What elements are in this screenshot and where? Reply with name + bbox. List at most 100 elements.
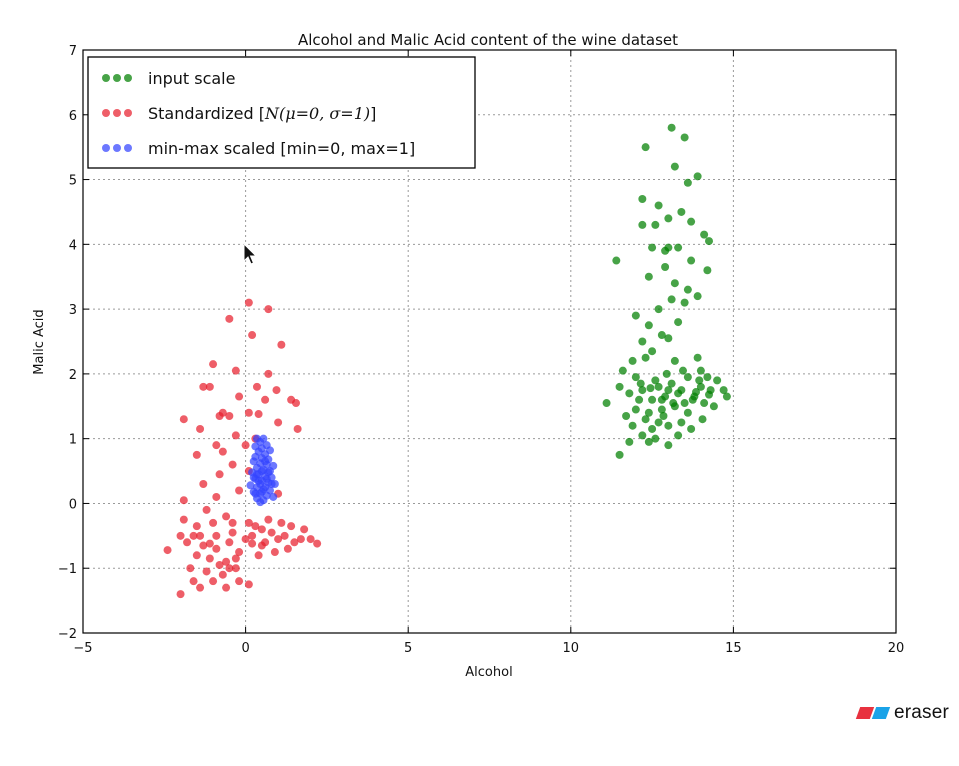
input-scale-point (644, 321, 653, 330)
standardized-point (261, 395, 270, 404)
standardized-point (267, 528, 276, 537)
standardized-point (277, 518, 286, 527)
y-tick-label: 0 (69, 497, 77, 512)
standardized-point (176, 531, 185, 540)
input-scale-point (700, 230, 709, 239)
legend-label-min-max: min-max scaled [min=0, max=1] (148, 139, 415, 158)
input-scale-point (696, 382, 705, 391)
standardized-point (257, 525, 266, 534)
standardized-point (215, 470, 224, 479)
standardized-point (202, 505, 211, 514)
input-scale-point (654, 382, 663, 391)
standardized-point (241, 535, 250, 544)
standardized-point (231, 554, 240, 563)
legend-marker (124, 144, 132, 152)
x-tick-label: 5 (404, 641, 412, 656)
standardized-point (248, 331, 257, 340)
standardized-point (231, 431, 240, 440)
min-max-point (267, 480, 276, 489)
y-tick-label: −1 (58, 562, 77, 577)
min-max-point (249, 473, 258, 482)
legend-marker (113, 144, 121, 152)
legend-marker (124, 74, 132, 82)
input-scale-point (667, 379, 676, 388)
standardized-point (192, 551, 201, 560)
standardized-point (235, 548, 244, 557)
legend-marker (113, 74, 121, 82)
input-scale-point (678, 366, 687, 375)
standardized-point (228, 528, 237, 537)
input-scale-point (641, 353, 650, 362)
min-max-point (256, 498, 265, 507)
input-scale-point (648, 424, 657, 433)
input-scale-point (680, 399, 689, 408)
standardized-point (212, 492, 221, 501)
legend-box (87, 56, 476, 169)
standardized-point (196, 531, 205, 540)
standardized-point (222, 557, 231, 566)
standardized-point (244, 408, 253, 417)
input-scale-point (705, 390, 714, 399)
standardized-point (179, 415, 188, 424)
input-scale-point (615, 450, 624, 459)
input-scale-point (719, 386, 728, 395)
input-scale-point (687, 217, 696, 226)
input-scale-point (664, 334, 673, 343)
input-scale-point (680, 133, 689, 142)
x-tick-label: 10 (563, 641, 580, 656)
standardized-point (209, 360, 218, 369)
input-scale-point (644, 272, 653, 281)
input-scale-point (648, 243, 657, 252)
input-scale-point (677, 418, 686, 427)
input-scale-point (664, 214, 673, 223)
input-scale-point (631, 405, 640, 414)
eraser-watermark: eraser (855, 702, 949, 724)
input-scale-point (636, 379, 645, 388)
input-scale-point (622, 411, 631, 420)
input-scale-point (612, 256, 621, 265)
standardized-point (186, 564, 195, 573)
standardized-point (192, 450, 201, 459)
standardized-point (244, 580, 253, 589)
input-scale-point (695, 376, 704, 385)
mouse-pointer-icon (243, 242, 258, 265)
axis-ticks: −5 0 5 10 15 20 −2 −1 0 1 2 3 4 5 6 7 (58, 44, 904, 656)
standardized-point (272, 386, 281, 395)
input-scale-point (674, 318, 683, 327)
standardized-point (292, 399, 301, 408)
input-scale-point (641, 143, 650, 152)
standardized-point (287, 522, 296, 531)
standardized-point (196, 424, 205, 433)
input-scale-point (657, 395, 666, 404)
input-scale-point (693, 292, 702, 301)
input-scale-point (713, 376, 722, 385)
input-scale-point (674, 389, 683, 398)
legend-marker (102, 144, 110, 152)
input-scale-point (651, 376, 660, 385)
legend-label-standardized: Standardized [N(μ=0, σ=1)] (148, 104, 376, 123)
legend-label-math: N(μ=0, σ=1) (264, 104, 370, 123)
y-tick-label: 1 (69, 433, 77, 448)
standardized-point (274, 535, 283, 544)
standardized-point (183, 538, 192, 547)
standardized-point (248, 531, 257, 540)
input-scale-point (625, 389, 634, 398)
input-scale-point (667, 295, 676, 304)
min-max-point (262, 474, 271, 483)
standardized-point (225, 564, 234, 573)
standardized-point (199, 541, 208, 550)
input-scale-point (646, 384, 655, 393)
input-scale-point (661, 263, 670, 272)
input-scale-point (664, 441, 673, 450)
min-max-point (249, 457, 258, 466)
input-scale-point (615, 382, 624, 391)
standardized-point (192, 522, 201, 531)
input-scale-point (667, 123, 676, 132)
plot-frame (82, 49, 897, 634)
input-scale-point (638, 431, 647, 440)
input-scale-point (628, 356, 637, 365)
standardized-point (290, 538, 299, 547)
standardized-point (231, 366, 240, 375)
min-max-point (256, 480, 265, 489)
y-tick-label: 7 (69, 44, 77, 59)
